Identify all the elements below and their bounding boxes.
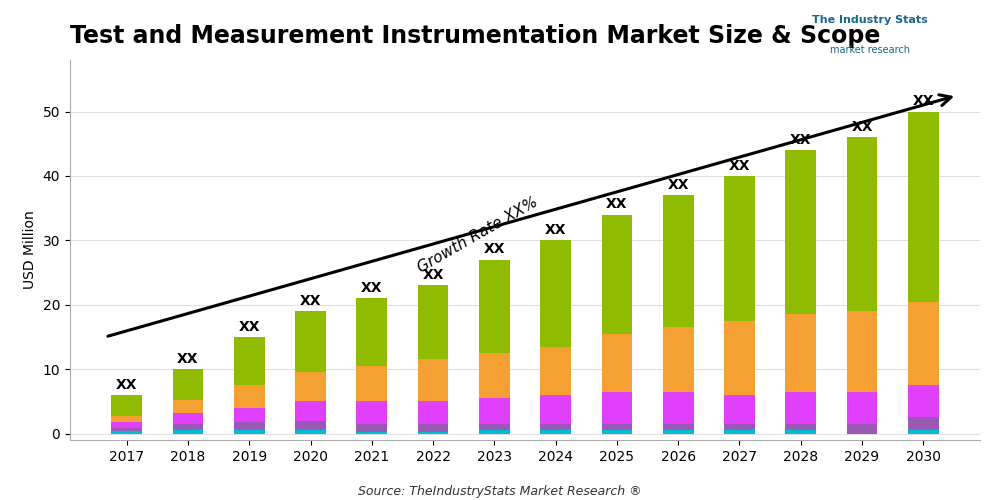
Bar bbox=[847, 138, 877, 311]
Bar bbox=[295, 430, 326, 434]
Bar bbox=[540, 424, 571, 430]
Bar bbox=[356, 402, 387, 424]
Bar bbox=[111, 395, 142, 415]
Bar bbox=[479, 353, 510, 398]
Text: Source: TheIndustryStats Market Research ®: Source: TheIndustryStats Market Research… bbox=[358, 485, 642, 498]
Bar bbox=[724, 176, 755, 321]
Bar bbox=[111, 416, 142, 422]
Bar bbox=[356, 432, 387, 434]
Bar bbox=[663, 392, 694, 424]
Text: XX: XX bbox=[851, 120, 873, 134]
Bar bbox=[540, 346, 571, 395]
Bar bbox=[173, 369, 203, 400]
Bar bbox=[724, 321, 755, 395]
Text: XX: XX bbox=[361, 281, 383, 295]
Bar bbox=[602, 430, 632, 434]
Bar bbox=[234, 430, 265, 434]
Bar bbox=[356, 424, 387, 432]
Bar bbox=[724, 430, 755, 434]
Bar bbox=[173, 430, 203, 434]
Bar bbox=[479, 260, 510, 353]
Bar bbox=[234, 337, 265, 386]
Bar bbox=[908, 302, 939, 386]
Text: XX: XX bbox=[729, 158, 750, 172]
Text: Growth Rate XX%: Growth Rate XX% bbox=[415, 194, 540, 276]
Bar bbox=[173, 413, 203, 424]
Text: Test and Measurement Instrumentation Market Size & Scope: Test and Measurement Instrumentation Mar… bbox=[70, 24, 880, 48]
Bar bbox=[479, 398, 510, 424]
Text: XX: XX bbox=[484, 242, 505, 256]
Text: XX: XX bbox=[238, 320, 260, 334]
Text: The Industry Stats: The Industry Stats bbox=[812, 15, 928, 25]
Bar bbox=[540, 240, 571, 346]
Y-axis label: USD Million: USD Million bbox=[23, 210, 37, 290]
Bar bbox=[785, 424, 816, 430]
Text: XX: XX bbox=[667, 178, 689, 192]
Bar bbox=[663, 424, 694, 430]
Bar bbox=[295, 402, 326, 420]
Bar bbox=[602, 392, 632, 424]
Bar bbox=[663, 328, 694, 392]
Bar bbox=[602, 424, 632, 430]
Bar bbox=[785, 150, 816, 314]
Text: XX: XX bbox=[177, 352, 199, 366]
Bar bbox=[663, 196, 694, 328]
Bar bbox=[295, 311, 326, 372]
Bar bbox=[418, 424, 448, 432]
Bar bbox=[418, 360, 448, 402]
Bar bbox=[234, 422, 265, 430]
Bar bbox=[111, 431, 142, 434]
Bar bbox=[418, 402, 448, 424]
Bar bbox=[847, 424, 877, 434]
Bar bbox=[295, 372, 326, 402]
Bar bbox=[540, 430, 571, 434]
Bar bbox=[111, 422, 142, 428]
Bar bbox=[724, 424, 755, 430]
Text: XX: XX bbox=[913, 94, 934, 108]
Text: XX: XX bbox=[422, 268, 444, 282]
Text: XX: XX bbox=[300, 294, 321, 308]
Bar bbox=[602, 214, 632, 334]
Bar bbox=[540, 395, 571, 424]
Bar bbox=[418, 432, 448, 434]
Bar bbox=[234, 408, 265, 422]
Bar bbox=[356, 298, 387, 366]
Text: XX: XX bbox=[790, 133, 812, 147]
Text: XX: XX bbox=[545, 223, 566, 237]
Bar bbox=[908, 418, 939, 430]
Bar bbox=[602, 334, 632, 392]
Text: XX: XX bbox=[606, 198, 628, 211]
Bar bbox=[785, 430, 816, 434]
Bar bbox=[418, 286, 448, 360]
Bar bbox=[908, 112, 939, 302]
Text: market research: market research bbox=[830, 45, 910, 55]
Bar bbox=[479, 424, 510, 430]
Bar bbox=[785, 314, 816, 392]
Bar bbox=[724, 395, 755, 424]
Bar bbox=[295, 420, 326, 430]
Bar bbox=[356, 366, 387, 402]
Bar bbox=[908, 386, 939, 418]
Bar bbox=[847, 392, 877, 424]
Bar bbox=[111, 428, 142, 431]
Bar bbox=[234, 386, 265, 408]
Bar bbox=[173, 400, 203, 413]
Text: XX: XX bbox=[116, 378, 137, 392]
Bar bbox=[785, 392, 816, 424]
Bar bbox=[847, 311, 877, 392]
Bar bbox=[479, 430, 510, 434]
Bar bbox=[663, 430, 694, 434]
Bar bbox=[908, 430, 939, 434]
Bar bbox=[173, 424, 203, 430]
